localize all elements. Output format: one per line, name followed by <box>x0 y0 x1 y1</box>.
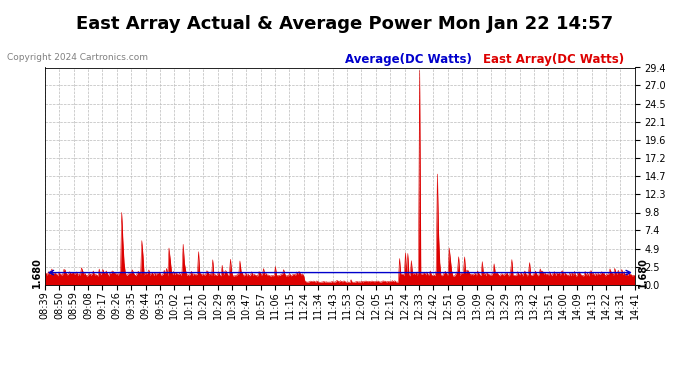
Text: East Array Actual & Average Power Mon Jan 22 14:57: East Array Actual & Average Power Mon Ja… <box>77 15 613 33</box>
Text: 1.680: 1.680 <box>32 257 42 288</box>
Text: Average(DC Watts): Average(DC Watts) <box>345 53 472 66</box>
Text: East Array(DC Watts): East Array(DC Watts) <box>483 53 624 66</box>
Text: Copyright 2024 Cartronics.com: Copyright 2024 Cartronics.com <box>7 53 148 62</box>
Text: 1.680: 1.680 <box>638 257 648 288</box>
